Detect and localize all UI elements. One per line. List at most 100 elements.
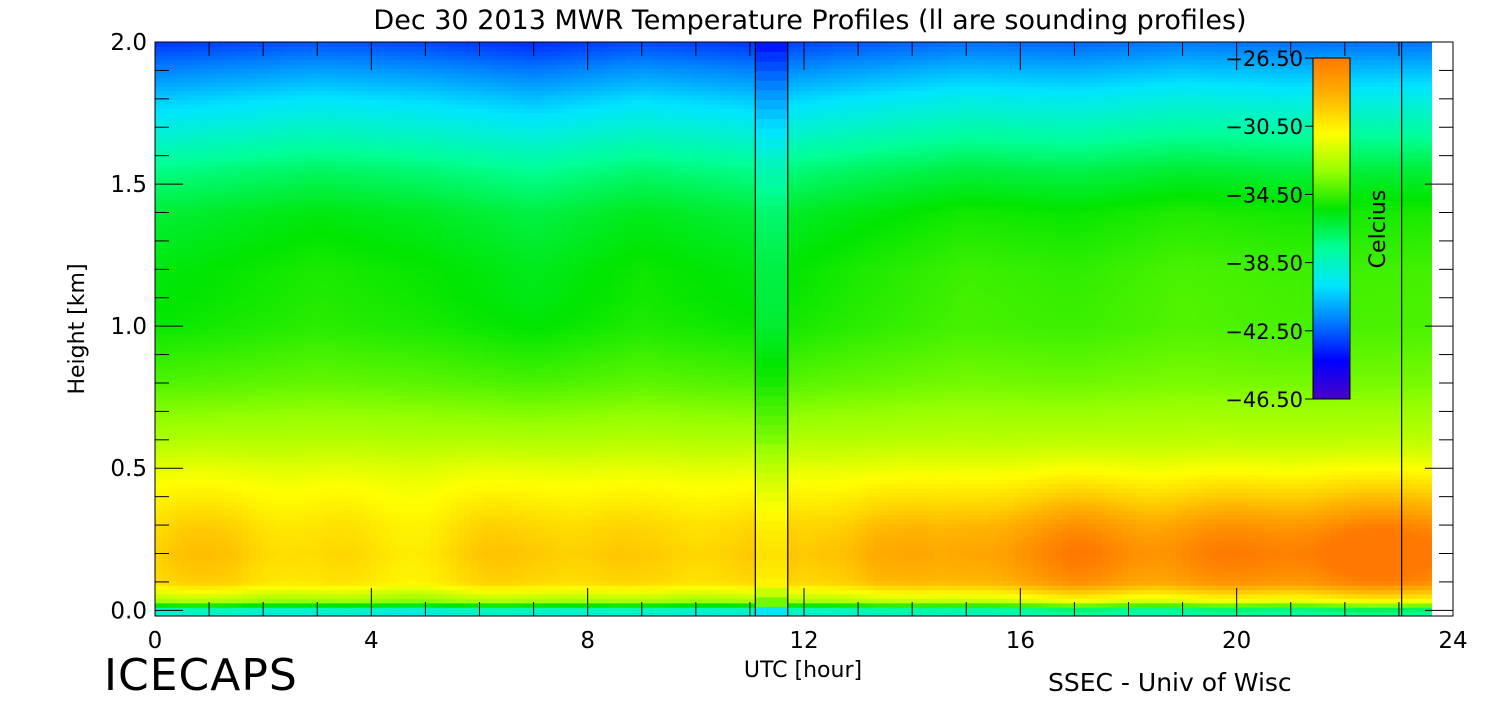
heatmap-cell xyxy=(269,236,276,241)
heatmap-cell xyxy=(289,298,296,303)
heatmap-cell xyxy=(182,541,189,546)
heatmap-cell xyxy=(175,152,182,157)
heatmap-cell xyxy=(262,86,269,91)
heatmap-cell xyxy=(343,603,350,608)
heatmap-cell xyxy=(404,435,411,440)
heatmap-cell xyxy=(390,55,397,60)
heatmap-cell xyxy=(195,404,202,409)
heatmap-cell xyxy=(189,338,196,343)
heatmap-cell xyxy=(189,241,196,246)
heatmap-cell xyxy=(296,135,303,140)
heatmap-cell xyxy=(310,607,317,612)
heatmap-cell xyxy=(155,386,162,391)
heatmap-cell xyxy=(229,241,236,246)
heatmap-cell xyxy=(162,82,169,87)
heatmap-cell xyxy=(162,475,169,480)
heatmap-cell xyxy=(162,598,169,603)
heatmap-cell xyxy=(175,563,182,568)
heatmap-cell xyxy=(189,435,196,440)
heatmap-cell xyxy=(182,82,189,87)
heatmap-cell xyxy=(195,99,202,104)
heatmap-cell xyxy=(404,523,411,528)
heatmap-cell xyxy=(383,73,390,78)
heatmap-cell xyxy=(249,236,256,241)
heatmap-cell xyxy=(296,537,303,542)
heatmap-cell xyxy=(370,303,377,308)
heatmap-cell xyxy=(168,245,175,250)
heatmap-cell xyxy=(175,276,182,281)
heatmap-cell xyxy=(363,347,370,352)
heatmap-cell xyxy=(182,188,189,193)
heatmap-cell xyxy=(357,250,364,255)
heatmap-cell xyxy=(343,514,350,519)
heatmap-cell xyxy=(202,73,209,78)
heatmap-cell xyxy=(357,77,364,82)
heatmap-cell xyxy=(182,576,189,581)
heatmap-cell xyxy=(370,514,377,519)
heatmap-cell xyxy=(168,510,175,515)
heatmap-cell xyxy=(202,559,209,564)
heatmap-cell xyxy=(363,537,370,542)
heatmap-cell xyxy=(336,55,343,60)
heatmap-cell xyxy=(283,307,290,312)
heatmap-cell xyxy=(289,444,296,449)
heatmap-cell xyxy=(323,86,330,91)
heatmap-cell xyxy=(310,497,317,502)
heatmap-cell xyxy=(242,130,249,135)
heatmap-cell xyxy=(209,263,216,268)
heatmap-cell xyxy=(209,258,216,263)
heatmap-cell xyxy=(222,594,229,599)
heatmap-cell xyxy=(209,91,216,96)
heatmap-cell xyxy=(390,241,397,246)
heatmap-cell xyxy=(202,99,209,104)
heatmap-cell xyxy=(249,280,256,285)
heatmap-cell xyxy=(350,369,357,374)
heatmap-cell xyxy=(390,537,397,542)
heatmap-cell xyxy=(242,170,249,175)
heatmap-cell xyxy=(350,192,357,197)
heatmap-cell xyxy=(390,68,397,73)
heatmap-cell xyxy=(155,311,162,316)
heatmap-cell xyxy=(182,250,189,255)
heatmap-cell xyxy=(377,161,384,166)
heatmap-cell xyxy=(195,55,202,60)
heatmap-cell xyxy=(175,82,182,87)
heatmap-cell xyxy=(323,333,330,338)
heatmap-cell xyxy=(236,435,243,440)
heatmap-cell xyxy=(390,603,397,608)
heatmap-cell xyxy=(262,325,269,330)
heatmap-cell xyxy=(209,448,216,453)
heatmap-cell xyxy=(363,307,370,312)
heatmap-cell xyxy=(363,320,370,325)
heatmap-cell xyxy=(404,519,411,524)
heatmap-cell xyxy=(189,545,196,550)
heatmap-cell xyxy=(222,73,229,78)
heatmap-cell xyxy=(357,241,364,246)
heatmap-cell xyxy=(175,333,182,338)
heatmap-cell xyxy=(175,289,182,294)
heatmap-cell xyxy=(249,598,256,603)
heatmap-cell xyxy=(357,258,364,263)
heatmap-cell xyxy=(363,351,370,356)
heatmap-cell xyxy=(256,506,263,511)
heatmap-cell xyxy=(222,364,229,369)
heatmap-cell xyxy=(175,139,182,144)
heatmap-cell xyxy=(303,364,310,369)
heatmap-cell xyxy=(310,192,317,197)
heatmap-cell xyxy=(330,307,337,312)
heatmap-cell xyxy=(330,298,337,303)
heatmap-cell xyxy=(289,479,296,484)
heatmap-cell xyxy=(330,329,337,334)
heatmap-cell xyxy=(283,523,290,528)
heatmap-cell xyxy=(310,201,317,206)
heatmap-cell xyxy=(283,528,290,533)
heatmap-cell xyxy=(229,183,236,188)
heatmap-cell xyxy=(303,351,310,356)
heatmap-cell xyxy=(209,254,216,259)
heatmap-cell xyxy=(390,439,397,444)
heatmap-cell xyxy=(262,152,269,157)
heatmap-cell xyxy=(357,148,364,153)
heatmap-cell xyxy=(269,598,276,603)
heatmap-cell xyxy=(283,347,290,352)
heatmap-cell xyxy=(404,157,411,162)
